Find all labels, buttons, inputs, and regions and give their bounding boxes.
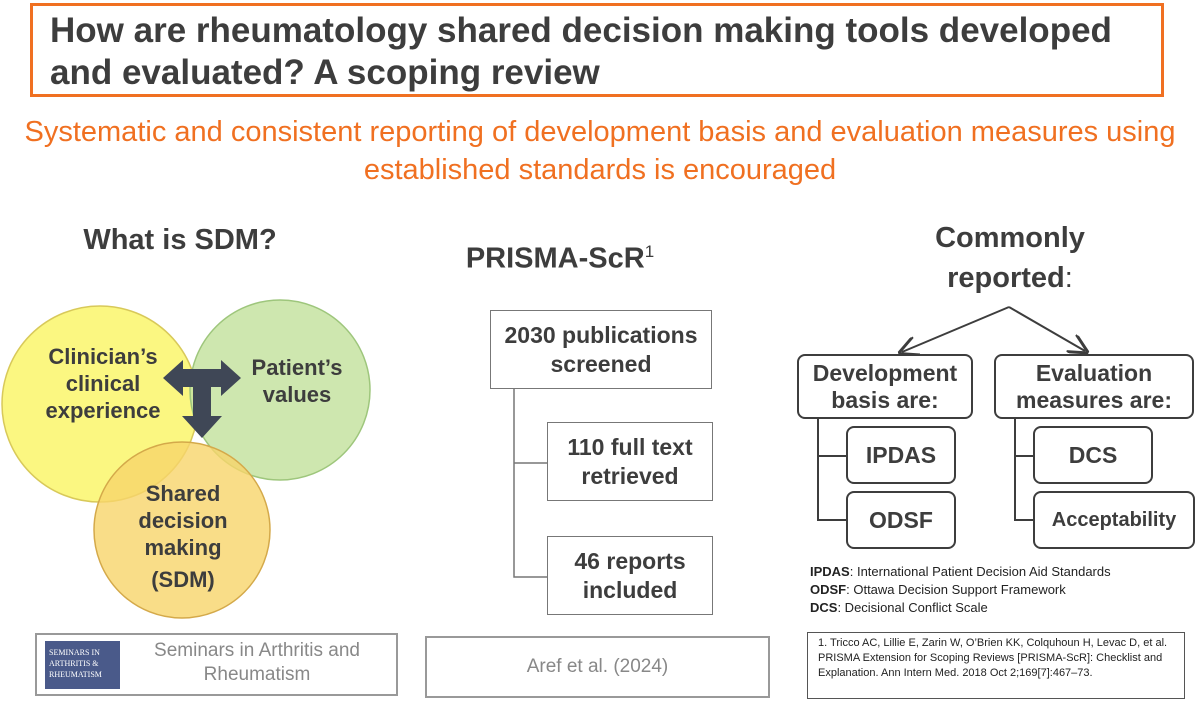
patient-label: Patient’s values — [251, 355, 343, 407]
reported-connectors — [817, 306, 1200, 521]
prisma-connector — [513, 388, 548, 578]
prisma-heading: PRISMA-ScR1 — [440, 242, 680, 276]
journal-name: Seminars in Arthritis and Rheumatism — [154, 640, 360, 685]
abbreviation-legend: IPDAS: International Patient Decision Ai… — [810, 563, 1190, 617]
prisma-step: 110 full text retrieved — [547, 422, 713, 501]
double-arrow-icon — [163, 360, 241, 396]
patient-circle — [189, 299, 371, 481]
reported-heading-text: Commonly reported — [935, 222, 1085, 294]
shared-label: Shared decision making — [138, 481, 228, 560]
journal-logo: SEMINARS IN ARTHRITIS & RHEUMATISM — [45, 641, 120, 689]
title-box — [30, 3, 1164, 97]
prisma-step: 2030 publications screened — [490, 310, 712, 389]
sdm-heading: What is SDM? — [83, 224, 277, 256]
subtitle: Systematic and consistent reporting of d… — [24, 116, 1176, 186]
citation-box: Aref et al. (2024) — [425, 636, 770, 698]
dcs-box: DCS — [1033, 426, 1153, 484]
journal-box: SEMINARS IN ARTHRITIS & RHEUMATISM Semin… — [35, 633, 398, 696]
legend-item: ODSF: Ottawa Decision Support Framework — [810, 582, 1066, 597]
shared-circle — [93, 441, 271, 619]
evaluation-measures-box: Evaluation measures are: — [994, 354, 1194, 419]
legend-item: DCS: Decisional Conflict Scale — [810, 600, 988, 615]
odsf-box: ODSF — [846, 491, 956, 549]
acceptability-box: Acceptability — [1033, 491, 1195, 549]
ipdas-box: IPDAS — [846, 426, 956, 484]
prisma-heading-text: PRISMA-ScR — [465, 242, 645, 275]
down-arrow-icon — [182, 387, 222, 438]
sdm-abbr-label: (SDM) — [151, 567, 215, 592]
reported-heading: Commonly reported: — [890, 218, 1130, 298]
legend-item: IPDAS: International Patient Decision Ai… — [810, 564, 1111, 579]
page-title: How are rheumatology shared decision mak… — [50, 11, 1112, 92]
reported-heading-colon: : — [1064, 262, 1073, 294]
sdm-venn-diagram — [1, 299, 371, 619]
development-basis-box: Development basis are: — [797, 354, 973, 419]
prisma-step: 46 reports included — [547, 536, 713, 615]
clinician-label: Clinician’s clinical experience — [45, 344, 161, 423]
prisma-superscript: 1 — [644, 242, 655, 261]
reference-box: 1. Tricco AC, Lillie E, Zarin W, O’Brien… — [807, 632, 1185, 699]
